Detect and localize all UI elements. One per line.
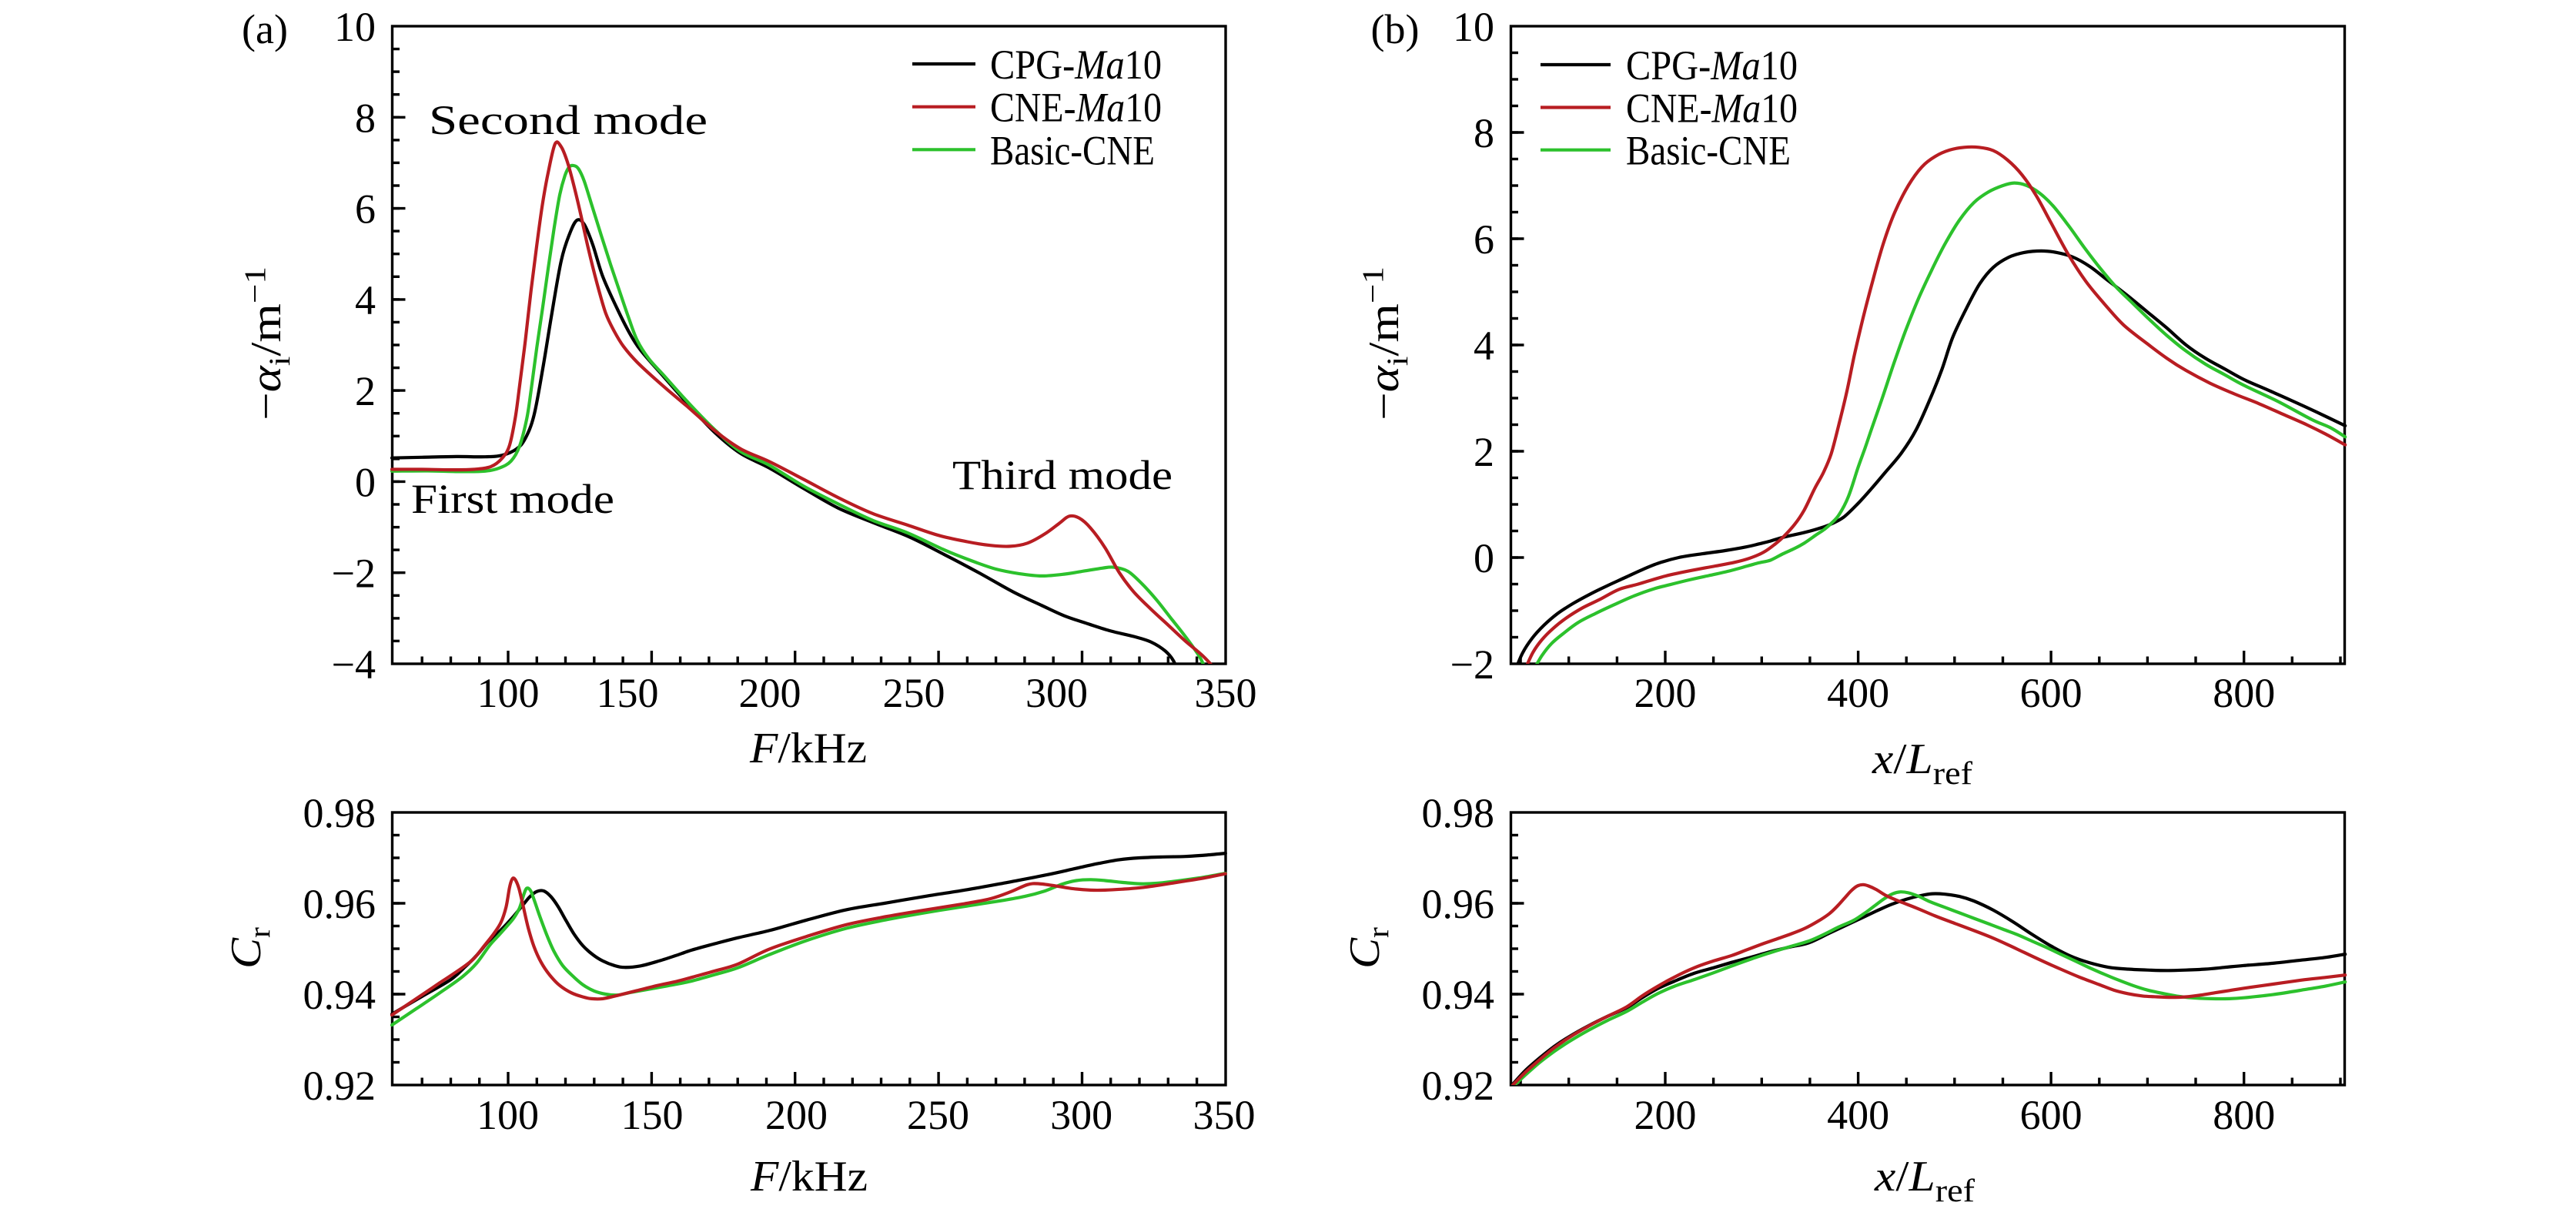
svg-text:CPG-Ma10: CPG-Ma10: [1626, 42, 1798, 89]
svg-text:F/kHz: F/kHz: [749, 725, 867, 772]
svg-text:350: 350: [1195, 670, 1257, 716]
svg-text:6: 6: [355, 186, 376, 233]
svg-text:100: 100: [477, 670, 540, 716]
svg-text:Third mode: Third mode: [952, 452, 1173, 498]
svg-text:400: 400: [1827, 670, 1889, 716]
svg-text:0.98: 0.98: [1422, 790, 1495, 836]
svg-text:10: 10: [334, 4, 376, 50]
svg-text:−2: −2: [1450, 641, 1494, 688]
svg-text:0.96: 0.96: [1422, 881, 1495, 927]
svg-text:10: 10: [1453, 4, 1494, 50]
svg-text:2: 2: [355, 368, 376, 414]
svg-text:6: 6: [1474, 216, 1494, 263]
svg-text:200: 200: [739, 670, 801, 716]
svg-text:0: 0: [1474, 535, 1494, 581]
svg-text:0.94: 0.94: [1422, 972, 1495, 1018]
svg-text:(b): (b): [1371, 6, 1420, 52]
svg-text:0.92: 0.92: [303, 1063, 376, 1109]
svg-text:300: 300: [1050, 1092, 1112, 1138]
svg-text:−2: −2: [332, 551, 376, 597]
svg-text:4: 4: [355, 277, 376, 323]
svg-text:0.96: 0.96: [303, 881, 376, 927]
svg-text:8: 8: [1474, 110, 1494, 156]
svg-text:800: 800: [2213, 670, 2275, 716]
svg-text:600: 600: [2020, 670, 2083, 716]
svg-text:200: 200: [1634, 1092, 1697, 1138]
svg-text:0.92: 0.92: [1422, 1063, 1495, 1109]
svg-text:250: 250: [883, 670, 945, 716]
svg-text:200: 200: [765, 1092, 828, 1138]
svg-text:0.98: 0.98: [303, 790, 376, 836]
svg-text:Basic-CNE: Basic-CNE: [1626, 128, 1791, 174]
svg-text:4: 4: [1474, 323, 1494, 369]
svg-text:Cr: Cr: [222, 927, 276, 969]
svg-text:350: 350: [1193, 1092, 1256, 1138]
svg-text:First mode: First mode: [411, 476, 614, 522]
svg-text:600: 600: [2020, 1092, 2083, 1138]
svg-text:CPG-Ma10: CPG-Ma10: [990, 42, 1162, 88]
svg-text:CNE-Ma10: CNE-Ma10: [1626, 85, 1798, 132]
svg-text:−αi/m−1: −αi/m−1: [1357, 266, 1414, 420]
svg-text:400: 400: [1827, 1092, 1889, 1138]
svg-text:Second mode: Second mode: [429, 97, 708, 143]
svg-text:Basic-CNE: Basic-CNE: [990, 127, 1155, 173]
svg-text:Cr: Cr: [1341, 927, 1395, 969]
svg-text:2: 2: [1474, 429, 1494, 475]
svg-text:150: 150: [597, 670, 659, 716]
svg-text:0: 0: [355, 459, 376, 505]
svg-text:8: 8: [355, 95, 376, 141]
svg-text:F/kHz: F/kHz: [750, 1153, 868, 1201]
svg-text:200: 200: [1634, 670, 1697, 716]
svg-text:CNE-Ma10: CNE-Ma10: [990, 85, 1162, 131]
svg-text:0.94: 0.94: [303, 972, 376, 1018]
svg-text:300: 300: [1025, 670, 1088, 716]
svg-text:800: 800: [2213, 1092, 2275, 1138]
svg-text:150: 150: [621, 1092, 684, 1138]
svg-text:100: 100: [477, 1092, 539, 1138]
svg-text:x/Lref: x/Lref: [1874, 1153, 1975, 1205]
svg-text:−αi/m−1: −αi/m−1: [239, 266, 296, 420]
svg-text:−4: −4: [332, 641, 376, 688]
svg-text:(a): (a): [242, 6, 288, 52]
svg-text:250: 250: [907, 1092, 969, 1138]
